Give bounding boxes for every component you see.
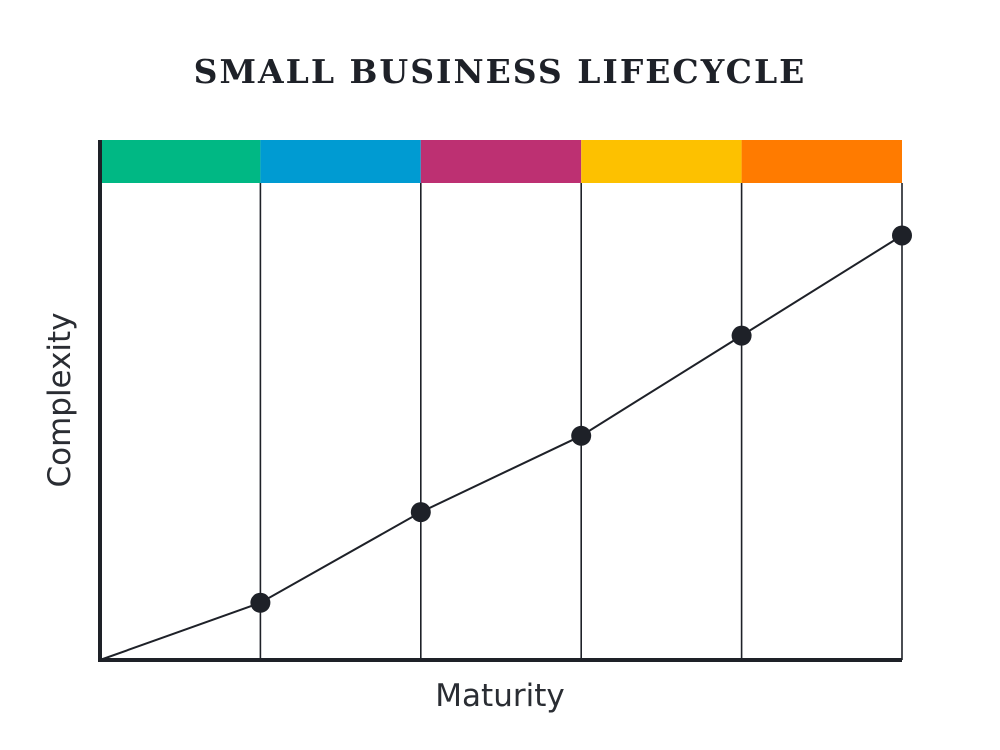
stage-band-3: [420, 140, 582, 183]
stage-band-4: [581, 140, 742, 183]
stage-band-2: [260, 140, 421, 183]
data-point-1: [250, 592, 271, 613]
data-point-2: [410, 502, 431, 523]
stage-band-1: [100, 140, 261, 183]
data-point-3: [571, 425, 592, 446]
complexity-line: [99, 234, 903, 661]
data-point-5: [892, 225, 912, 246]
complexity-series: [99, 225, 912, 661]
data-point-4: [731, 325, 752, 346]
y-axis-label: Complexity: [42, 312, 78, 487]
chart-title: SMALL BUSINESS LIFECYCLE: [193, 52, 807, 91]
x-axis-label: Maturity: [435, 678, 564, 714]
stage-color-bands: [100, 140, 902, 183]
stage-band-5: [741, 140, 902, 183]
stage-dividers: [259, 183, 903, 660]
axes: [98, 140, 902, 662]
